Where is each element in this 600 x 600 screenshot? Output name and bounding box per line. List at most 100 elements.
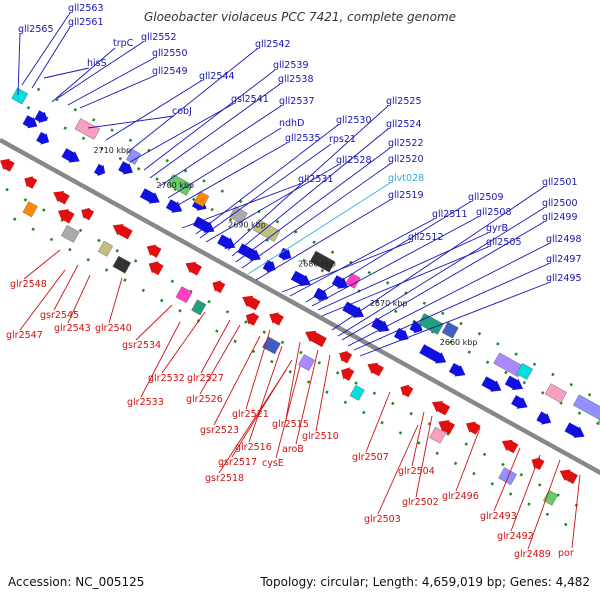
gene-label-gll2499: gll2499 (542, 212, 578, 223)
gene-label-trpc: trpC (113, 38, 134, 49)
forward-gene-arrow (217, 234, 236, 249)
forward-gene-arrow (481, 376, 502, 392)
forward-gene-arrow (511, 395, 528, 409)
track-marker (42, 208, 46, 212)
gene-label-gsr2518: gsr2518 (205, 473, 244, 484)
gene-label-gll2495: gll2495 (546, 273, 582, 284)
track-marker (97, 238, 101, 243)
track-marker (587, 393, 592, 397)
track-marker (5, 187, 9, 192)
label-leader-gll2495 (359, 282, 549, 357)
protein-domain-block (309, 250, 336, 273)
gene-label-glr2507: glr2507 (352, 452, 389, 463)
track-marker (115, 248, 119, 253)
forward-gene-arrow (61, 148, 80, 163)
reverse-gene-arrow (185, 261, 202, 276)
track-marker (422, 301, 427, 305)
forward-gene-arrow (290, 270, 311, 287)
scale-label-6: 2660 kbp (440, 338, 478, 347)
track-marker (78, 228, 83, 233)
scale-label-3: 2690 kbp (228, 221, 266, 230)
label-leader-glr2543 (67, 274, 91, 324)
track-marker (504, 370, 508, 375)
track-marker (325, 390, 329, 394)
forward-gene-arrow (34, 110, 48, 123)
label-leader-gll2561 (31, 26, 71, 89)
protein-domain-block (11, 87, 29, 105)
gene-label-glr2521: glr2521 (232, 409, 269, 420)
label-leader-gll2522 (235, 147, 391, 263)
track-marker (372, 391, 377, 396)
track-marker (299, 350, 303, 355)
gene-label-por: por (558, 548, 574, 559)
label-leader-gll2525 (227, 105, 389, 251)
reverse-gene-arrow (269, 312, 284, 326)
track-marker (238, 199, 243, 204)
label-leader-glr2496 (455, 427, 481, 492)
track-marker (262, 330, 266, 334)
gene-label-gll2509: gll2509 (468, 192, 504, 203)
gene-label-glr2516: glr2516 (235, 442, 272, 453)
gene-label-glvt028: glvt028 (388, 173, 424, 184)
track-marker (133, 259, 138, 263)
gene-label-gsr2534: gsr2534 (122, 340, 161, 351)
label-leader-glr2507 (365, 391, 391, 453)
label-leader-gll2530 (195, 124, 339, 235)
track-marker (159, 298, 164, 303)
gene-label-cyse: cysE (262, 458, 284, 469)
gene-label-gsr2517: gsr2517 (218, 457, 257, 468)
figure-title: Gloeobacter violaceus PCC 7421, complete… (143, 10, 457, 24)
track-marker (508, 492, 513, 496)
label-leader-trpc (51, 47, 116, 103)
track-marker (545, 512, 550, 517)
track-marker (92, 118, 96, 122)
reverse-gene-arrow (305, 330, 327, 348)
protein-domain-block (349, 384, 365, 401)
track-marker (375, 299, 380, 303)
reverse-gene-arrow (242, 295, 261, 311)
gene-label-gll2549: gll2549 (152, 66, 188, 77)
track-marker (270, 359, 274, 364)
track-marker (569, 382, 573, 387)
reverse-gene-arrow (146, 244, 162, 258)
gene-label-glr2547: glr2547 (6, 330, 43, 341)
gene-label-glr2532: glr2532 (148, 373, 185, 384)
protein-domain-block (61, 224, 80, 243)
track-marker (73, 108, 78, 112)
label-leader-gll2528 (205, 164, 339, 243)
gene-label-gll2550: gll2550 (152, 48, 188, 59)
label-leader-glr2526 (199, 324, 241, 395)
gene-label-gll2563: gll2563 (68, 3, 104, 14)
label-leader-gyrb (317, 232, 489, 311)
gene-label-gll2528: gll2528 (336, 155, 372, 166)
label-leader-gsr2545 (53, 264, 79, 311)
gene-label-gsr2545: gsr2545 (40, 310, 79, 321)
label-leader-gll2505 (321, 246, 489, 317)
track-marker (55, 97, 59, 102)
track-marker (136, 167, 141, 171)
label-leader-glr2504 (411, 411, 425, 467)
label-leader-glr2493 (493, 447, 521, 512)
label-leader-glr2492 (510, 454, 541, 532)
track-marker (202, 179, 206, 183)
track-marker (417, 441, 421, 445)
protein-domain-block (429, 426, 447, 444)
reverse-gene-arrow (432, 401, 451, 416)
gene-label-gll2537: gll2537 (279, 96, 315, 107)
gene-label-glr2489: glr2489 (514, 549, 551, 560)
track-marker (141, 288, 146, 293)
track-marker (31, 227, 35, 231)
label-leader-glr2502 (415, 415, 433, 498)
label-leader-gll2497 (353, 263, 549, 351)
gene-label-gll2501: gll2501 (542, 177, 578, 188)
gene-label-gll2542: gll2542 (255, 39, 291, 50)
gene-label-glr2515: glr2515 (272, 419, 309, 430)
gene-label-gll2525: gll2525 (386, 96, 422, 107)
track-marker (577, 411, 582, 415)
gene-label-glr2504: glr2504 (398, 466, 435, 477)
protein-domain-block (418, 313, 444, 335)
genome-stats-label: Topology: circular; Length: 4,659,019 bp… (260, 575, 590, 589)
forward-gene-arrow (564, 422, 585, 438)
track-marker (362, 410, 366, 415)
